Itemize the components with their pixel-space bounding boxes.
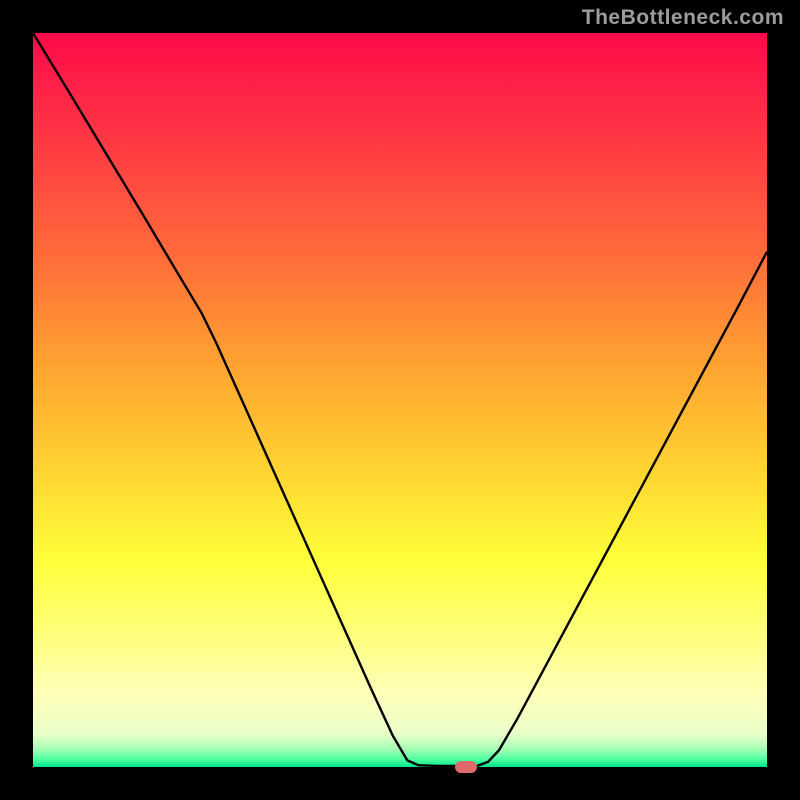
curve-svg (33, 33, 767, 767)
plot-area (33, 33, 767, 767)
optimum-marker (455, 761, 477, 773)
bottleneck-curve (33, 33, 767, 766)
watermark-label: TheBottleneck.com (582, 6, 784, 30)
chart-canvas: TheBottleneck.com (0, 0, 800, 800)
